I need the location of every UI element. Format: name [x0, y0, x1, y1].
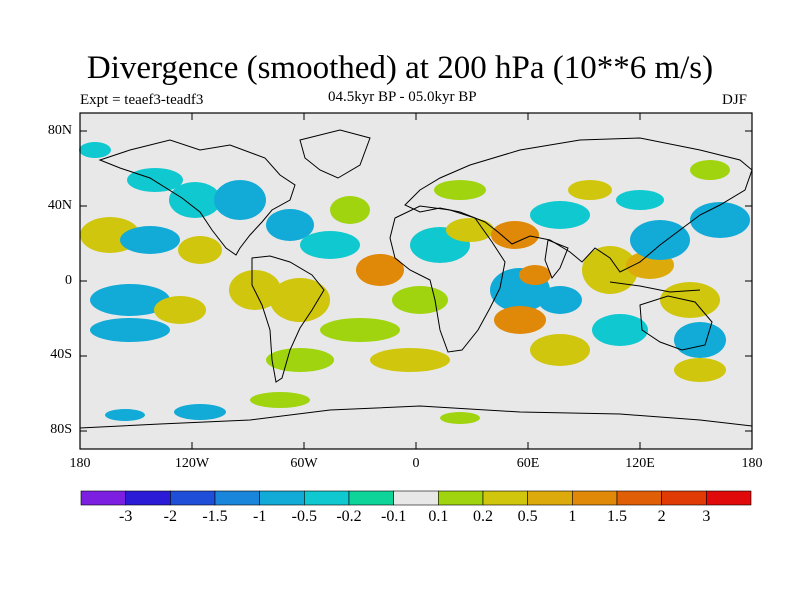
colorbar-swatch	[572, 490, 618, 506]
coastline-antarctica	[79, 405, 753, 429]
field-blob	[154, 296, 206, 324]
lon-label-180e: 180	[741, 456, 763, 471]
field-blob	[330, 196, 370, 224]
lon-label-120w: 120W	[174, 456, 210, 471]
colorbar-swatch	[125, 490, 171, 506]
colorbar-swatch	[616, 490, 662, 506]
coastline-north-america	[98, 139, 296, 256]
colorbar-label: 0.2	[473, 508, 493, 525]
field-blob	[530, 334, 590, 366]
lon-label-120e: 120E	[625, 456, 655, 471]
colorbar-label: 0.5	[517, 508, 538, 525]
field-blob	[320, 318, 400, 342]
field-blob	[127, 168, 183, 192]
coastline-india	[544, 239, 569, 279]
field-blob	[90, 284, 170, 316]
coastline-australia	[639, 295, 713, 351]
coastline-eurasia	[404, 137, 753, 273]
field-blob	[214, 180, 266, 220]
colorbar-label: -0.2	[336, 508, 362, 525]
colorbar-swatch	[170, 490, 216, 506]
field-blob	[690, 202, 750, 238]
field-blob	[690, 160, 730, 180]
field-blob	[266, 209, 314, 241]
field-blob	[519, 265, 551, 285]
field-blob	[592, 314, 648, 346]
field-blob	[392, 286, 448, 314]
colorbar-swatch	[214, 490, 260, 506]
colorbar-swatch	[482, 490, 528, 506]
colorbar-label: 1	[568, 508, 577, 525]
lat-label-80n: 80N	[47, 123, 72, 138]
colorbar-swatch	[661, 490, 707, 506]
field-blob	[174, 404, 226, 420]
colorbar-label: -3	[118, 508, 133, 525]
colorbar-swatch	[304, 490, 350, 506]
colorbar-swatch	[393, 490, 439, 506]
field-blob	[530, 201, 590, 229]
map-background	[80, 113, 752, 449]
field-blob	[266, 348, 334, 372]
field-blob	[434, 180, 486, 200]
field-blob	[446, 218, 494, 242]
colorbar-swatch	[259, 490, 305, 506]
coastline-indonesia	[609, 281, 701, 293]
coastline-south-america	[251, 255, 325, 383]
lat-label-0: 0	[65, 273, 72, 288]
colorbar-swatch	[438, 490, 484, 506]
field-blob	[169, 182, 221, 218]
colorbar-swatch	[527, 490, 573, 506]
plot-title: Divergence (smoothed) at 200 hPa (10**6 …	[86, 50, 714, 86]
field-blob	[660, 282, 720, 318]
field-blob	[674, 358, 726, 382]
field-blob	[370, 348, 450, 372]
colorbar-swatch	[348, 490, 394, 506]
field-blob	[300, 231, 360, 259]
field-blob	[120, 226, 180, 254]
colorbar-label: -0.5	[291, 508, 317, 525]
axis-ticks	[79, 113, 753, 449]
colorbar-label: 0.1	[428, 508, 449, 525]
field-blob	[440, 412, 480, 424]
experiment-label: Expt = teaef3-teadf3	[80, 92, 204, 108]
lat-label-40s: 40S	[50, 347, 72, 362]
divergence-field	[79, 142, 750, 424]
field-blob	[568, 180, 612, 200]
field-blob	[178, 236, 222, 264]
field-blob	[630, 220, 690, 260]
field-blob	[674, 322, 726, 358]
coastline-greenland	[299, 129, 371, 179]
lon-label-180w: 180	[69, 456, 91, 471]
colorbar-label: -0.1	[380, 508, 407, 525]
lat-label-80s: 80S	[50, 422, 72, 437]
lon-label-60e: 60E	[516, 456, 540, 471]
period-label: 04.5kyr BP - 05.0kyr BP	[328, 89, 477, 105]
colorbar-label: 2	[657, 508, 666, 525]
field-blob	[250, 392, 310, 408]
colorbar-label: -1.5	[202, 508, 228, 525]
colorbar-swatch	[706, 490, 752, 506]
season-label: DJF	[722, 92, 748, 108]
field-blob	[494, 306, 546, 334]
colorbar-label: 3	[702, 508, 711, 525]
lat-label-40n: 40N	[47, 198, 72, 213]
colorbar-label: -1	[252, 508, 267, 525]
field-blob	[90, 318, 170, 342]
field-blob	[491, 221, 539, 249]
field-blob	[356, 254, 404, 286]
colorbar	[80, 490, 752, 506]
lon-label-0: 0	[412, 456, 420, 471]
field-blob	[538, 286, 582, 314]
colorbar-label: -2	[163, 508, 177, 525]
field-blob	[582, 246, 638, 294]
coastlines	[79, 129, 753, 429]
lon-label-60w: 60W	[290, 456, 318, 471]
field-blob	[270, 278, 330, 322]
field-blob	[105, 409, 145, 421]
field-blob	[616, 190, 664, 210]
colorbar-swatch	[80, 490, 126, 506]
colorbar-label: 1.5	[607, 508, 627, 525]
field-blob	[79, 142, 111, 158]
